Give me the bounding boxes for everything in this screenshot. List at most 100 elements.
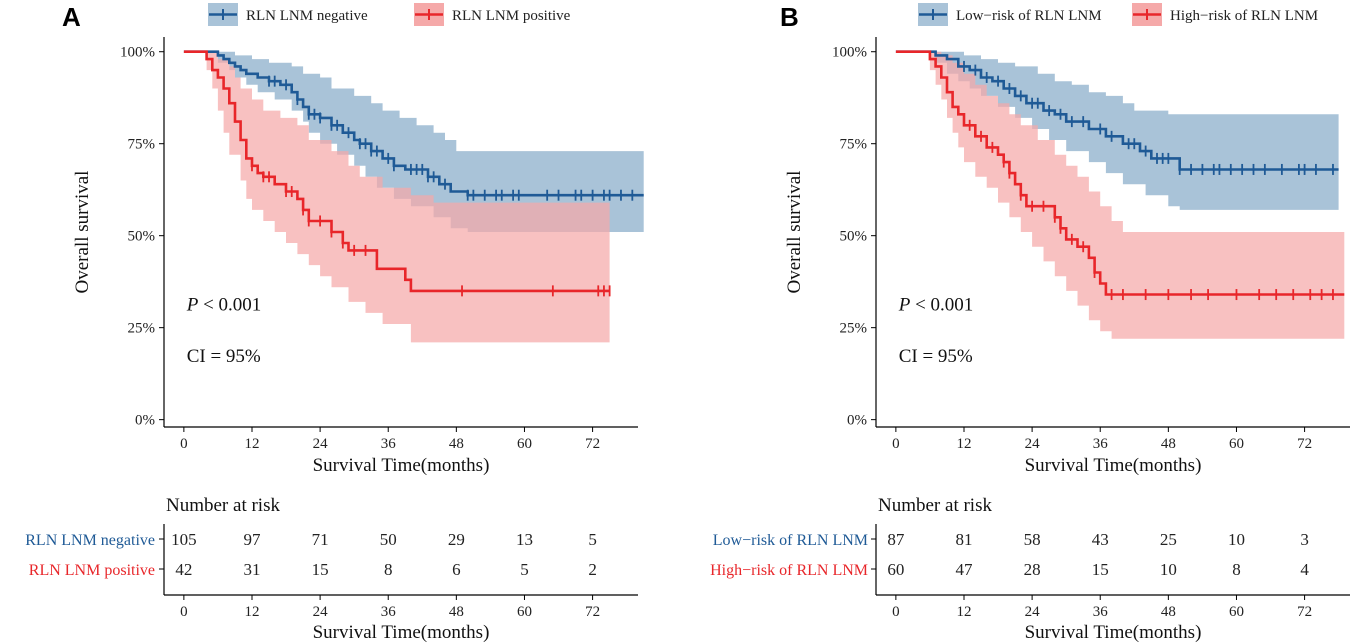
risk-x-tick-label: 72 (1297, 604, 1312, 620)
risk-table-cell: 25 (1160, 530, 1177, 549)
p-value-symbol: P (898, 294, 911, 315)
risk-table-title: Number at risk (166, 495, 280, 516)
ci-annotation: CI = 95% (187, 346, 261, 367)
risk-table-cell: 5 (520, 560, 529, 579)
risk-row-label: High−risk of RLN LNM (710, 562, 868, 579)
y-tick-label: 50% (840, 229, 868, 245)
x-tick-label: 72 (585, 436, 600, 452)
risk-x-tick-label: 12 (956, 604, 971, 620)
risk-x-tick-label: 12 (244, 604, 259, 620)
legend-label: RLN LNM positive (452, 8, 571, 24)
risk-table-cell: 13 (516, 530, 533, 549)
x-axis-title: Survival Time(months) (313, 455, 490, 476)
risk-table-cell: 47 (955, 560, 973, 579)
y-tick-label: 75% (128, 137, 156, 153)
risk-x-tick-label: 0 (892, 604, 900, 620)
risk-table-cell: 3 (1300, 530, 1309, 549)
risk-row-label: RLN LNM positive (29, 562, 155, 579)
x-tick-label: 12 (956, 436, 971, 452)
risk-table-cell: 43 (1092, 530, 1109, 549)
risk-table-x-axis-title: Survival Time(months) (1025, 622, 1202, 643)
y-axis-title: Overall survival (784, 171, 805, 294)
x-tick-label: 0 (180, 436, 188, 452)
risk-table-cell: 28 (1024, 560, 1041, 579)
x-tick-label: 0 (892, 436, 900, 452)
survival-line-series2 (183, 50, 610, 293)
x-tick-label: 48 (449, 436, 464, 452)
panel-label: A (62, 2, 81, 32)
risk-table-cell: 6 (452, 560, 461, 579)
risk-table-cell: 81 (955, 530, 972, 549)
risk-table-cell: 2 (588, 560, 597, 579)
risk-table-cell: 60 (887, 560, 904, 579)
risk-table-cell: 10 (1160, 560, 1177, 579)
survival-line-series1 (895, 50, 1339, 171)
x-tick-label: 36 (1093, 436, 1109, 452)
risk-x-tick-label: 24 (313, 604, 329, 620)
risk-x-tick-label: 60 (1229, 604, 1244, 620)
risk-table-cell: 31 (243, 560, 260, 579)
risk-table-cell: 4 (1300, 560, 1309, 579)
risk-x-tick-label: 24 (1025, 604, 1041, 620)
x-tick-label: 24 (313, 436, 329, 452)
x-tick-label: 12 (244, 436, 259, 452)
risk-table-title: Number at risk (878, 495, 992, 516)
risk-x-tick-label: 0 (180, 604, 188, 620)
risk-table-cell: 15 (1092, 560, 1109, 579)
y-tick-label: 0% (847, 413, 867, 429)
y-tick-label: 0% (135, 413, 155, 429)
ci-band-series2 (895, 51, 1345, 339)
risk-table-cell: 29 (448, 530, 465, 549)
risk-table-x-axis-title: Survival Time(months) (313, 622, 490, 643)
y-tick-label: 100% (832, 45, 867, 61)
risk-x-tick-label: 48 (449, 604, 464, 620)
survival-line-series2 (895, 50, 1345, 296)
y-tick-label: 100% (120, 45, 155, 61)
risk-row-label: Low−risk of RLN LNM (713, 532, 868, 549)
risk-table-cell: 42 (175, 560, 192, 579)
risk-table-cell: 97 (243, 530, 261, 549)
x-tick-label: 60 (1229, 436, 1244, 452)
risk-table-cell: 58 (1024, 530, 1041, 549)
x-tick-label: 24 (1025, 436, 1041, 452)
risk-x-tick-label: 36 (1093, 604, 1109, 620)
risk-table-cell: 87 (887, 530, 905, 549)
x-axis-title: Survival Time(months) (1025, 455, 1202, 476)
panel-b: B Low−risk of RLN LNM High−risk of RLN LNM… (710, 2, 1350, 643)
risk-x-tick-label: 72 (585, 604, 600, 620)
y-axis-title: Overall survival (72, 171, 93, 294)
y-tick-label: 50% (128, 229, 156, 245)
risk-x-tick-label: 48 (1161, 604, 1176, 620)
p-value-annotation: P < 0.001 (898, 294, 974, 315)
x-tick-label: 48 (1161, 436, 1176, 452)
ci-band-series2 (183, 51, 610, 343)
panel-a: A RLN LNM negative RLN LNM positive0%25%50… (25, 2, 644, 643)
risk-table-cell: 50 (380, 530, 397, 549)
risk-table-cell: 10 (1228, 530, 1245, 549)
risk-x-tick-label: 36 (381, 604, 397, 620)
p-value-symbol: P (186, 294, 199, 315)
ci-band-series1 (183, 51, 644, 233)
legend-label: Low−risk of RLN LNM (956, 8, 1102, 24)
risk-table-cell: 5 (588, 530, 597, 549)
x-tick-label: 72 (1297, 436, 1312, 452)
p-value-text: < 0.001 (198, 294, 261, 315)
risk-x-tick-label: 60 (517, 604, 532, 620)
panel-label: B (780, 2, 799, 32)
risk-table-cell: 8 (1232, 560, 1241, 579)
p-value-annotation: P < 0.001 (186, 294, 262, 315)
p-value-text: < 0.001 (910, 294, 973, 315)
legend-label: High−risk of RLN LNM (1170, 8, 1318, 24)
risk-table-cell: 71 (312, 530, 329, 549)
risk-table-cell: 15 (312, 560, 329, 579)
y-tick-label: 25% (840, 321, 868, 337)
legend-label: RLN LNM negative (246, 8, 368, 24)
x-tick-label: 60 (517, 436, 532, 452)
x-tick-label: 36 (381, 436, 397, 452)
risk-table-cell: 8 (384, 560, 393, 579)
ci-annotation: CI = 95% (899, 346, 973, 367)
y-tick-label: 75% (840, 137, 868, 153)
risk-table-cell: 105 (171, 530, 197, 549)
